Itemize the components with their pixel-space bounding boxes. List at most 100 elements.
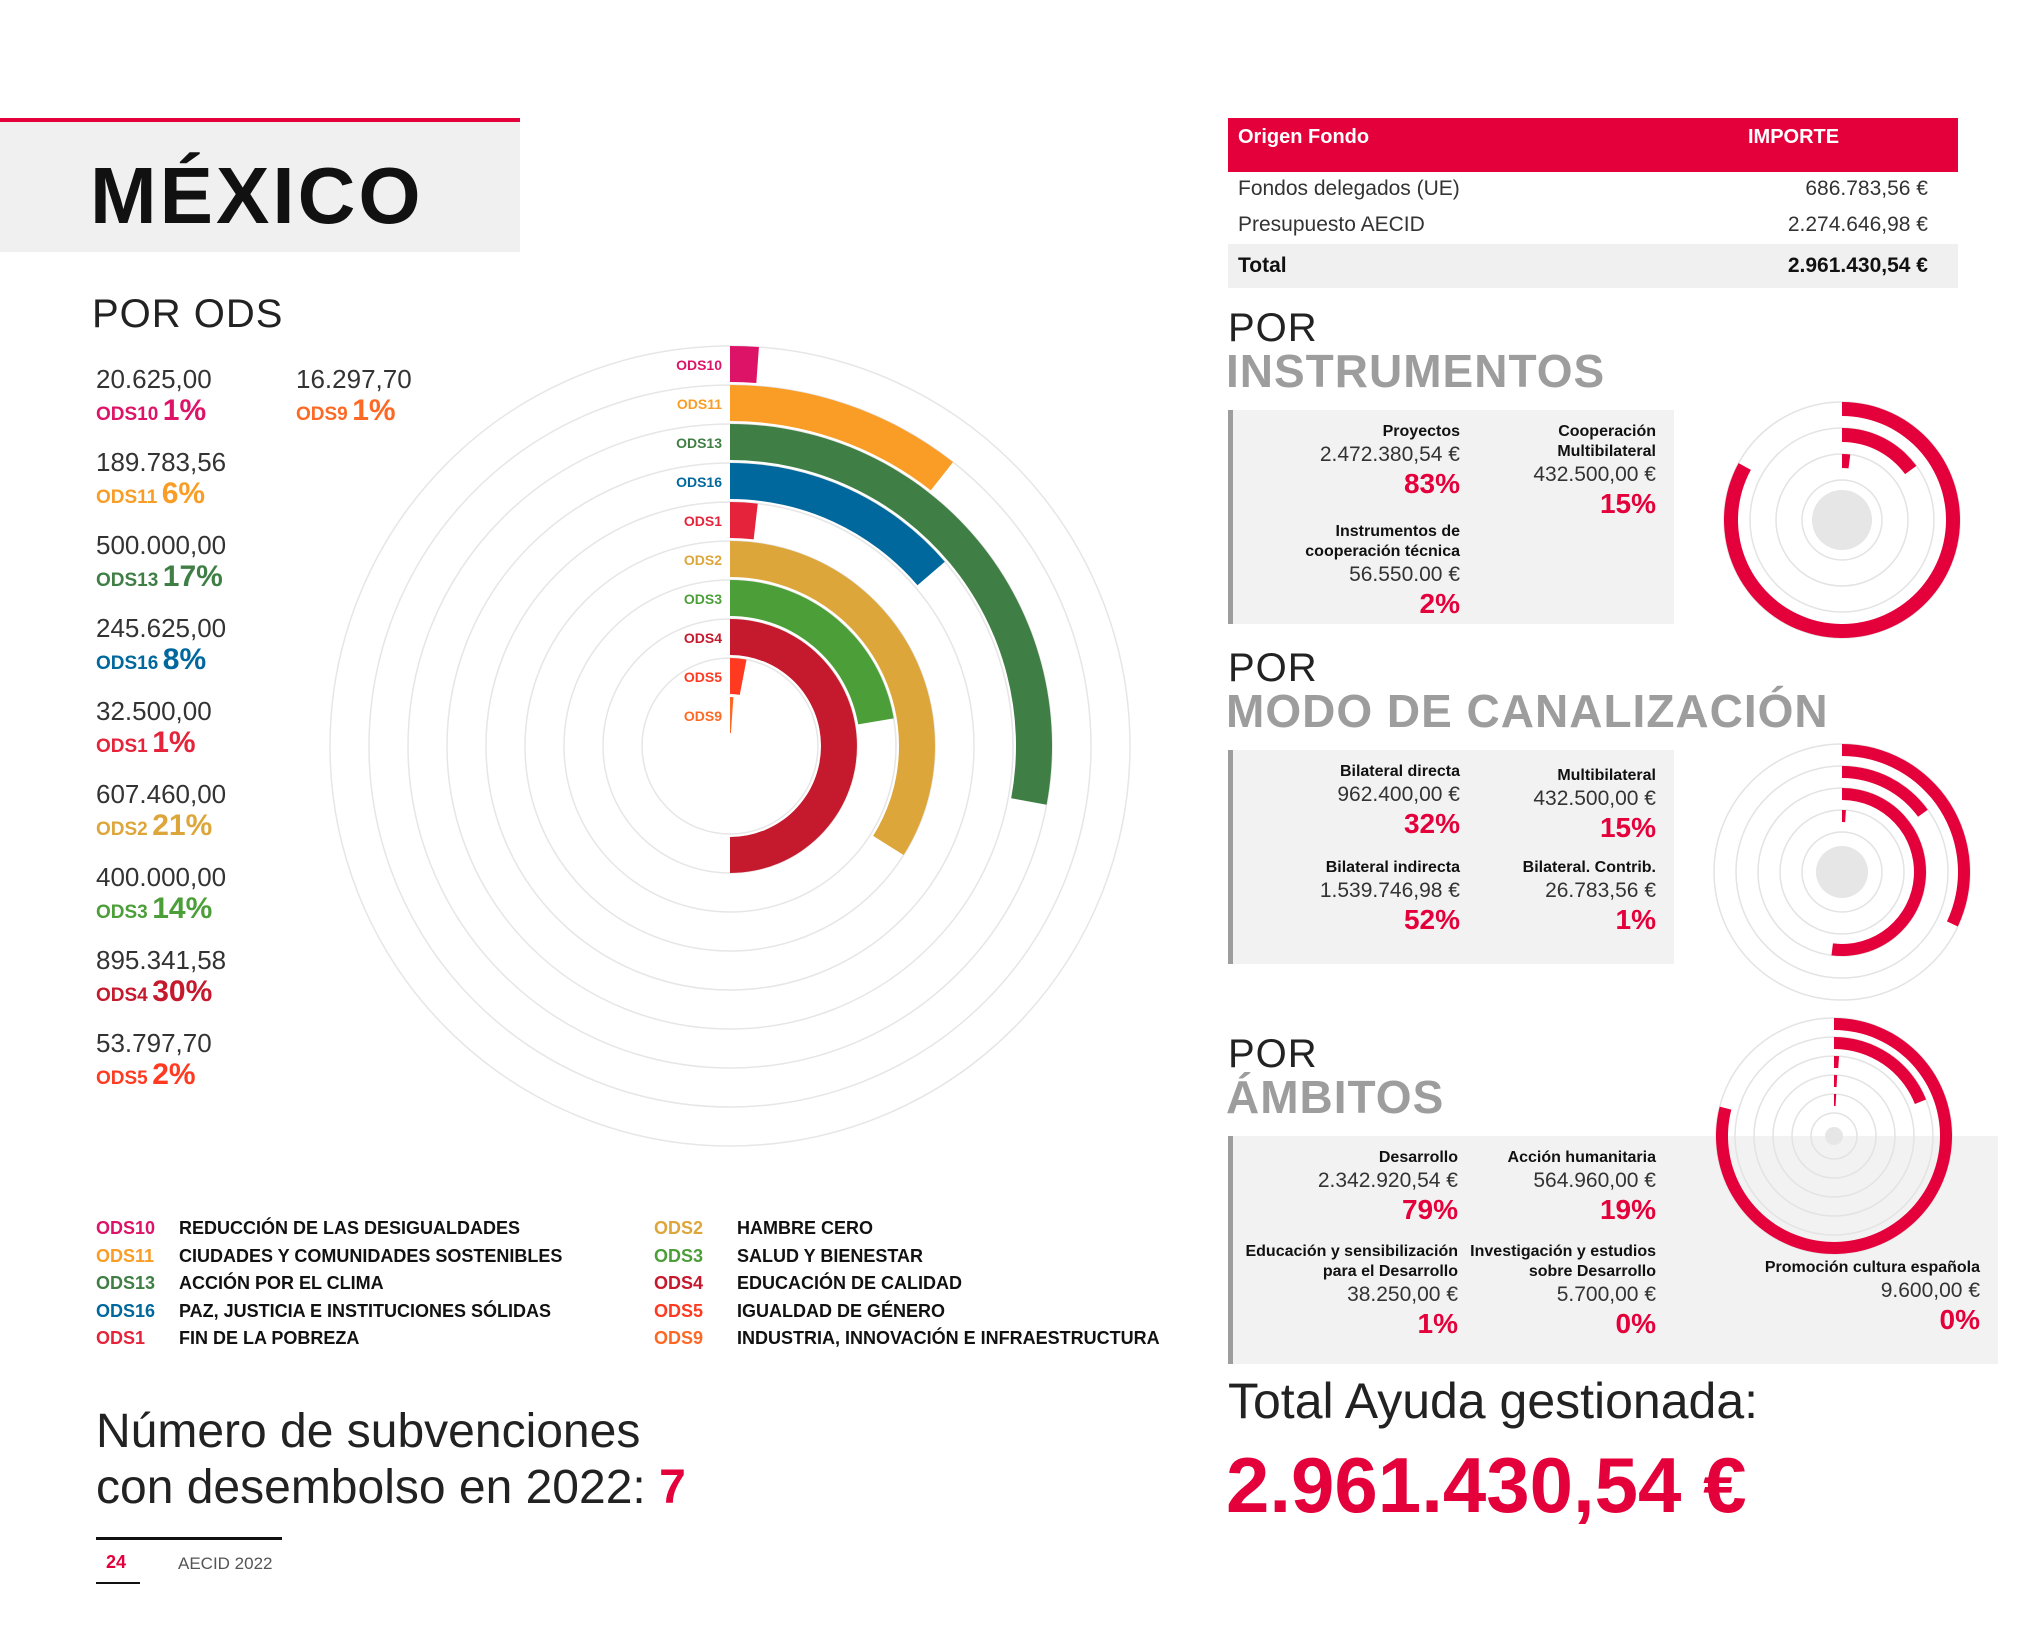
ods-item-ods13: 500.000,00 ODS13 17% bbox=[96, 530, 226, 594]
fund-total-background bbox=[1228, 244, 1958, 288]
ring-arc bbox=[1842, 766, 1928, 817]
metric-label: Instrumentos de cooperación técnica bbox=[1305, 523, 1460, 560]
metric-multibilateral: Multibilateral 432.500,00 € 15% bbox=[1533, 766, 1656, 844]
ods-item-value: 500.000,00 bbox=[96, 530, 227, 560]
page-title: MÉXICO bbox=[90, 151, 424, 240]
metric-label: Bilateral. Contrib. bbox=[1522, 859, 1656, 876]
metric-promocion-cultura: Promoción cultura española 9.600,00 € 0% bbox=[1765, 1258, 1980, 1336]
ods-section-heading: POR ODS bbox=[92, 292, 284, 336]
ods-radial-bar-chart: ODS10 ODS11 ODS13 ODS16 ODS1 ODS2 ODS3 ODS4 ODS5… bbox=[329, 345, 1131, 1147]
total-ayuda-value: 2.961.430,54 € bbox=[1226, 1441, 1747, 1529]
metric-bilateral-directa: Bilateral directa 962.400,00 € 32% bbox=[1337, 762, 1460, 840]
chart-bar-ods13 bbox=[730, 424, 1052, 805]
ambitos-ring-chart bbox=[1715, 1017, 1953, 1255]
ring-arc bbox=[1842, 810, 1846, 823]
chart-label-ods10: ODS10 bbox=[676, 357, 722, 373]
ods-item-value: 189.783,56 bbox=[96, 447, 227, 477]
ods-item-code: ODS11 bbox=[96, 487, 158, 508]
metric-value: 38.250,00 € bbox=[1347, 1283, 1458, 1306]
ring-arc bbox=[1842, 428, 1917, 475]
fund-row-label: Presupuesto AECID bbox=[1238, 213, 1425, 236]
legend-name: CIUDADES Y COMUNIDADES SOSTENIBLES bbox=[179, 1245, 563, 1266]
canalizacion-pre: POR bbox=[1228, 646, 1318, 690]
metric-pct: 83% bbox=[1403, 468, 1460, 499]
metric-bilateral-indirecta: Bilateral indirecta 1.539.746,98 € 52% bbox=[1320, 858, 1460, 936]
metric-pct: 1% bbox=[1615, 904, 1656, 935]
metric-label: Bilateral directa bbox=[1339, 763, 1460, 780]
chart-label-ods4: ODS4 bbox=[684, 630, 722, 646]
metric-label: Proyectos bbox=[1382, 423, 1460, 440]
metric-label: Acción humanitaria bbox=[1507, 1149, 1656, 1166]
chart-label-ods13: ODS13 bbox=[676, 435, 722, 451]
chart-label-ods9: ODS9 bbox=[684, 708, 722, 724]
ambitos-pre: POR bbox=[1228, 1032, 1318, 1076]
fund-row-amount: 686.783,56 € bbox=[1805, 177, 1928, 200]
fund-row-amount: 2.274.646,98 € bbox=[1787, 213, 1928, 236]
instrumentos-ring-chart bbox=[1723, 401, 1961, 639]
metric-pct: 2% bbox=[1419, 588, 1460, 619]
fund-total-row: Total 2.961.430,54 € bbox=[1238, 254, 1928, 278]
metric-pct: 15% bbox=[1599, 812, 1656, 843]
grants-count: 7 bbox=[659, 1461, 686, 1514]
fund-total-amount: 2.961.430,54 € bbox=[1787, 254, 1928, 277]
legend-code: ODS3 bbox=[654, 1245, 704, 1266]
ods-item-pct: 21% bbox=[152, 809, 213, 842]
metric-label: Bilateral indirecta bbox=[1325, 859, 1460, 876]
ring-grid bbox=[1810, 1112, 1858, 1160]
metric-value: 56.550.00 € bbox=[1349, 563, 1460, 586]
ring-grid bbox=[1801, 831, 1883, 913]
legend-code: ODS1 bbox=[96, 1328, 146, 1348]
chart-bar-ods10 bbox=[730, 346, 759, 383]
metric-cooperacion-multibilateral: Cooperación Multibilateral 432.500,00 € … bbox=[1476, 422, 1656, 520]
metric-value: 1.539.746,98 € bbox=[1319, 879, 1460, 902]
metric-pct: 79% bbox=[1401, 1194, 1458, 1225]
ods-item-code: ODS1 bbox=[96, 736, 148, 757]
canalizacion-ring-chart bbox=[1713, 743, 1971, 1001]
footer-rule bbox=[96, 1537, 282, 1540]
chart-label-ods5: ODS5 bbox=[684, 669, 722, 685]
chart-bar-ods3 bbox=[730, 580, 894, 725]
metric-pct: 15% bbox=[1599, 488, 1656, 519]
metric-proyectos: Proyectos 2.472.380,54 € 83% bbox=[1320, 422, 1460, 500]
ods-item-code: ODS13 bbox=[96, 570, 159, 591]
ring-arc bbox=[1834, 1037, 1927, 1104]
metric-value: 432.500,00 € bbox=[1533, 463, 1656, 486]
ods-item-pct: 1% bbox=[162, 394, 207, 427]
ods-item-value: 607.460,00 bbox=[96, 779, 227, 809]
metric-educacion-sensibilizacion: Educación y sensibilización para el Desa… bbox=[1238, 1242, 1458, 1340]
fund-col-amount: IMPORTE bbox=[1748, 126, 1840, 148]
title-rule bbox=[0, 118, 520, 122]
ods-item-ods9: 16.297,70 ODS9 1% bbox=[296, 364, 412, 428]
legend-name: PAZ, JUSTICIA E INSTITUCIONES SÓLIDAS bbox=[179, 1300, 552, 1321]
metric-value: 9.600,00 € bbox=[1880, 1279, 1980, 1302]
ods-item-code: ODS3 bbox=[96, 902, 148, 923]
metric-label: Investigación y estudios sobre Desarroll… bbox=[1470, 1243, 1656, 1280]
instrumentos-pre: POR bbox=[1228, 306, 1318, 350]
ring-arc bbox=[1834, 1056, 1840, 1069]
legend-code: ODS13 bbox=[96, 1273, 156, 1293]
ring-arc bbox=[1831, 788, 1926, 956]
metric-bilateral-contrib: Bilateral. Contrib. 26.783,56 € 1% bbox=[1523, 858, 1656, 936]
chart-bar-ods9 bbox=[730, 697, 734, 734]
legend-name: HAMBRE CERO bbox=[737, 1218, 874, 1238]
footer-page-rule bbox=[96, 1582, 140, 1584]
legend-code: ODS16 bbox=[96, 1300, 156, 1321]
metric-value: 432.500,00 € bbox=[1533, 787, 1656, 810]
ods-item-pct: 14% bbox=[152, 892, 213, 925]
chart-bar-ods11 bbox=[730, 385, 954, 491]
ods-item-ods10: 20.625,00 ODS10 1% bbox=[96, 364, 212, 428]
metric-desarrollo: Desarrollo 2.342.920,54 € 79% bbox=[1318, 1148, 1458, 1226]
metric-value: 26.783,56 € bbox=[1545, 879, 1656, 902]
ods-item-value: 245.625,00 bbox=[96, 613, 227, 643]
metric-instrumentos-tecnica: Instrumentos de cooperación técnica 56.5… bbox=[1260, 522, 1460, 620]
legend-name: REDUCCIÓN DE LAS DESIGUALDADES bbox=[179, 1218, 521, 1238]
panel-accent-bar bbox=[1228, 410, 1233, 624]
grants-line-2: con desembolso en 2022: 7 bbox=[96, 1460, 686, 1516]
ambitos-panel: Desarrollo 2.342.920,54 € 79% Acción hum… bbox=[1228, 1136, 1998, 1364]
ods-item-ods3: 400.000,00 ODS3 14% bbox=[96, 862, 226, 926]
metric-label: Desarrollo bbox=[1378, 1149, 1458, 1166]
chart-bar-ods5 bbox=[730, 658, 747, 695]
ring-arc bbox=[1842, 744, 1970, 927]
ods-item-value: 400.000,00 bbox=[96, 862, 227, 892]
ods-item-ods4: 895.341,58 ODS4 30% bbox=[96, 945, 226, 1009]
